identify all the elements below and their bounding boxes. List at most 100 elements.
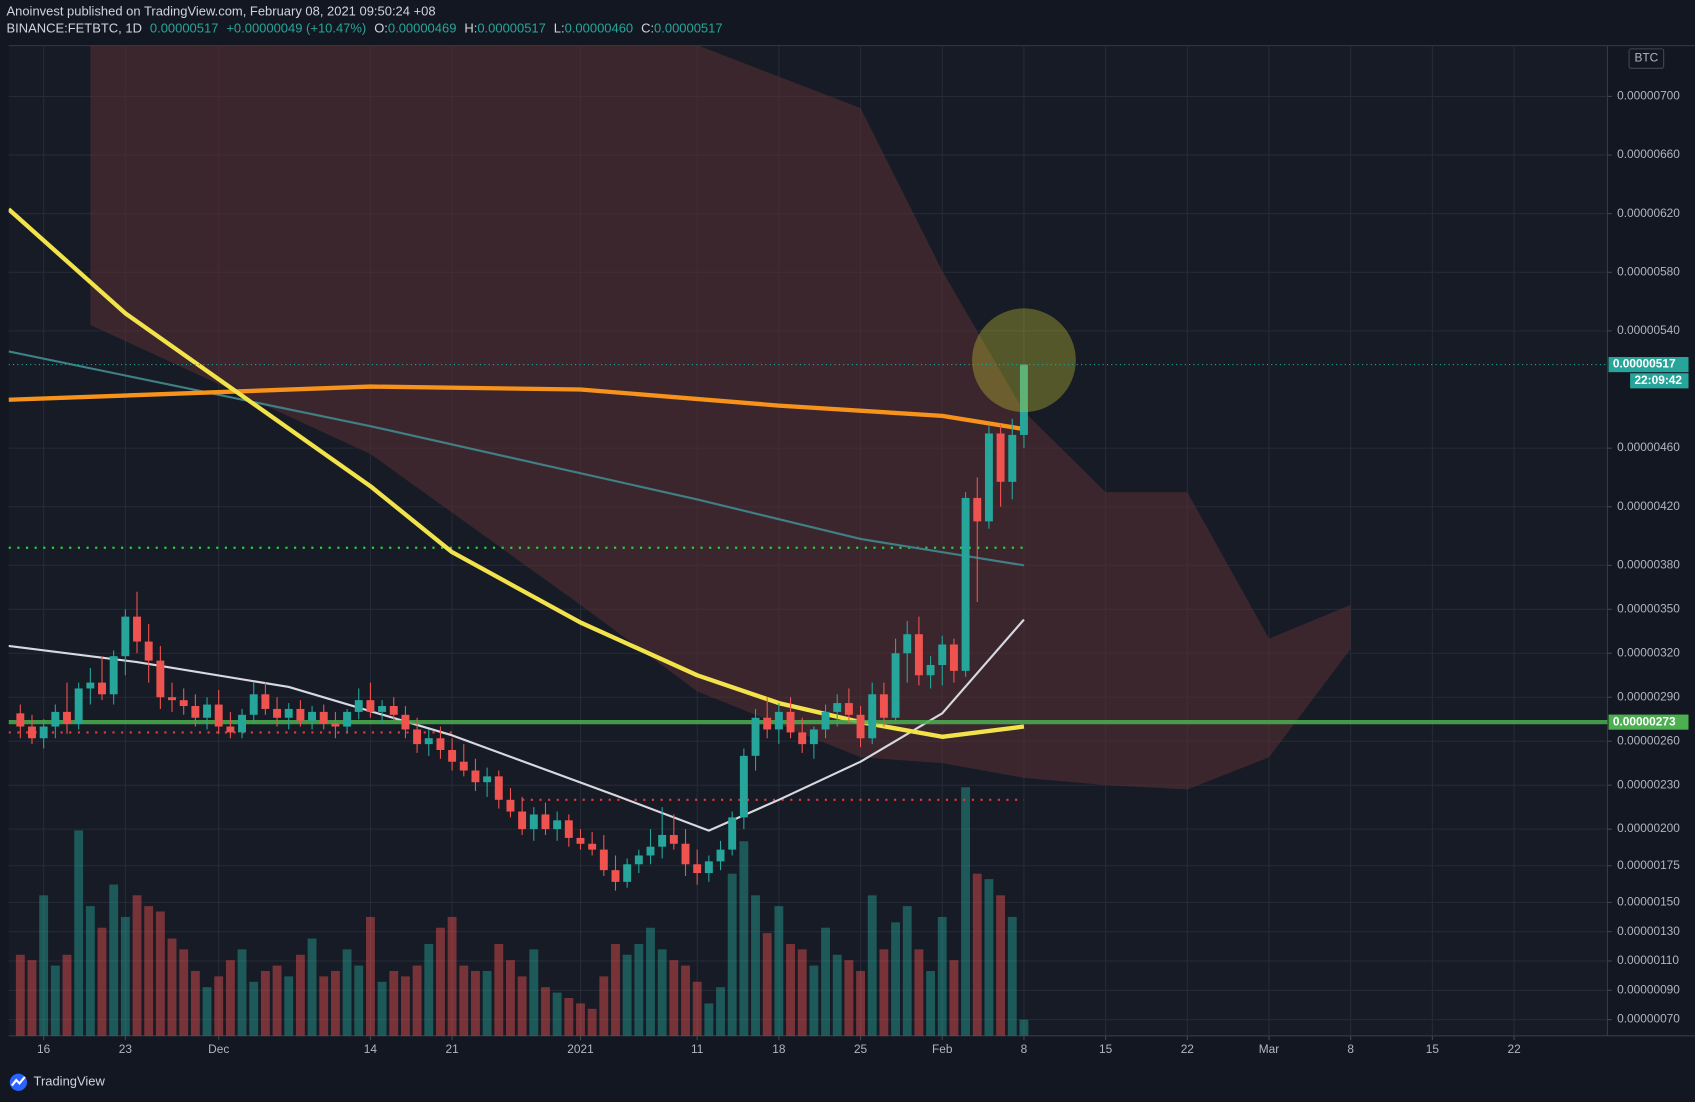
y-tick-label: 0.00000290: [1617, 689, 1680, 703]
volume-bar: [517, 976, 527, 1036]
volume-bar: [354, 965, 364, 1036]
volume-bar: [506, 960, 515, 1036]
y-tick-label: 0.00000700: [1617, 89, 1680, 103]
candle-body: [693, 864, 702, 874]
change: +0.00000049 (+10.47%): [226, 21, 366, 36]
candle-body: [973, 497, 982, 522]
volume-bar: [716, 987, 725, 1036]
volume-bar: [330, 970, 340, 1036]
candle-body: [121, 616, 130, 657]
plot: [8, 45, 1608, 1036]
volume-bar: [634, 943, 644, 1036]
candle-body: [844, 703, 853, 715]
candle-body: [109, 656, 118, 695]
candle-body: [424, 738, 433, 745]
footer-brand: TradingView: [34, 1074, 106, 1089]
candle-body: [378, 706, 387, 712]
volume-bar: [937, 916, 947, 1036]
volume-bar: [295, 954, 305, 1036]
ohlc-value: 0.00000517: [654, 21, 723, 36]
volume-bar: [132, 895, 142, 1036]
x-tick-label: 8: [1021, 1042, 1028, 1056]
volume-bar: [541, 987, 550, 1036]
candle-body: [786, 711, 795, 733]
candle-body: [191, 706, 200, 718]
volume-bar: [424, 943, 434, 1036]
volume-bar: [155, 911, 165, 1036]
x-tick-label: 25: [854, 1042, 868, 1056]
volume-bar: [552, 992, 562, 1036]
candle-body: [623, 864, 632, 882]
candle-body: [728, 817, 737, 850]
candle-body: [658, 834, 667, 847]
candle-body: [51, 711, 60, 727]
candle-body: [16, 713, 25, 727]
level-label-box: [1608, 714, 1689, 730]
y-tick-label: 0.00000260: [1617, 733, 1680, 747]
volume-bar: [774, 906, 784, 1036]
y-tick-label: 0.00000350: [1617, 601, 1680, 615]
x-tick-label: 8: [1347, 1042, 1354, 1056]
highlight-circle: [972, 308, 1076, 413]
candle-body: [868, 694, 877, 739]
currency-box[interactable]: [1628, 48, 1665, 69]
volume-bar: [74, 830, 84, 1036]
candle-body: [553, 820, 562, 830]
ichimoku-cloud: [90, 45, 1351, 790]
x-tick-label: Feb: [932, 1042, 953, 1056]
volume-bar: [377, 981, 387, 1036]
ohlc-value: 0.00000460: [565, 21, 634, 36]
x-tick-label: 23: [119, 1042, 133, 1056]
last-price-label: 0.00000517: [1613, 357, 1676, 371]
candle-body: [821, 711, 830, 730]
volume-bar: [27, 960, 37, 1036]
candle-body: [739, 755, 748, 818]
volume-bar: [471, 970, 480, 1036]
volume-bar: [797, 949, 807, 1036]
last-price-box: [1608, 357, 1689, 373]
volume-bar: [15, 954, 25, 1036]
countdown: 22:09:42: [1634, 373, 1682, 387]
candle-body: [401, 714, 410, 730]
ohlc-value: 0.00000469: [388, 21, 457, 36]
volume-bar: [762, 933, 772, 1036]
candle-body: [28, 726, 36, 739]
candle-body: [1008, 434, 1017, 482]
volume-bar: [809, 965, 819, 1036]
candle-body: [144, 641, 153, 661]
candle-body: [891, 653, 900, 718]
x-tick-label: 21: [445, 1042, 459, 1056]
volume-bar: [319, 976, 329, 1036]
volume-bar: [914, 949, 924, 1036]
candle-body: [926, 664, 935, 676]
volume-bar: [214, 976, 224, 1036]
volume-bar: [412, 965, 422, 1036]
candle-body: [506, 799, 515, 812]
candle-body: [646, 846, 655, 856]
symbol: BINANCE:FETBTC, 1D: [6, 21, 141, 36]
x-tick-label: 15: [1099, 1042, 1113, 1056]
volume-bar: [692, 981, 702, 1036]
candle-body: [238, 714, 247, 733]
candle-body: [879, 694, 888, 718]
candle-body: [459, 761, 468, 771]
candle-body: [226, 726, 235, 733]
axes: 0.00000700 0.00000660 0.00000620 0.00000580…: [37, 89, 1689, 1056]
candle-body: [436, 738, 445, 750]
currency: BTC: [1634, 51, 1658, 65]
volume-bar: [564, 997, 574, 1036]
candle-body: [39, 726, 48, 739]
y-tick-label: 0.00000070: [1617, 1012, 1680, 1026]
candle-body: [681, 843, 690, 865]
x-tick-label: 14: [364, 1042, 378, 1056]
y-tick-label: 0.00000420: [1617, 499, 1680, 513]
volume-bar: [821, 927, 830, 1036]
x-tick-label: 18: [772, 1042, 786, 1056]
volume-bar: [996, 895, 1006, 1036]
candle-body: [938, 644, 947, 665]
ohlc-label: C:: [641, 21, 654, 36]
volume-bar: [436, 927, 445, 1036]
x-tick-label: Mar: [1259, 1042, 1279, 1056]
y-tick-label: 0.00000130: [1617, 924, 1680, 938]
y-tick-label: 0.00000150: [1617, 895, 1680, 909]
